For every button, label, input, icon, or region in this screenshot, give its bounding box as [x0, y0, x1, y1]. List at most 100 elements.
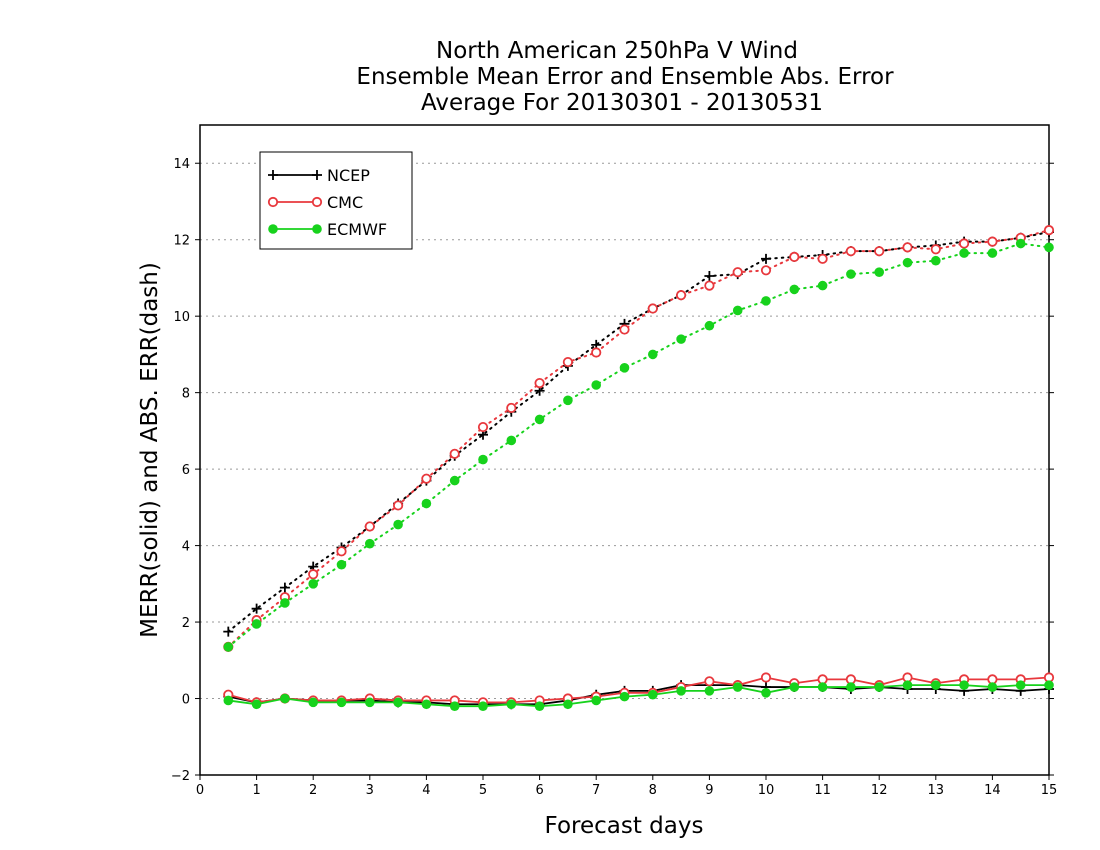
abs-err-point-ecmwf: [393, 519, 403, 530]
abs-err-point-ncep: [223, 626, 234, 637]
abs-err-point-cmc: [675, 290, 687, 301]
x-tick-label: 1: [252, 783, 260, 798]
legend-marker-ecmwf: [312, 224, 322, 234]
abs-err-point-ecmwf: [308, 579, 319, 589]
abs-err-point-cmc: [874, 246, 885, 257]
merr-point-ecmwf: [563, 699, 573, 710]
abs-err-point-cmc: [817, 253, 828, 264]
merr-point-ecmwf: [846, 682, 856, 692]
title-line-3: Average For 20130301 - 20130531: [421, 90, 823, 116]
merr-line-ncep: [228, 684, 1050, 706]
y-tick-label: 0: [182, 693, 190, 708]
abs-err-line-ncep: [227, 231, 1050, 633]
abs-err-point-cmc: [845, 246, 857, 257]
abs-err-point-ecmwf: [676, 334, 686, 344]
legend-marker-cmc: [267, 196, 279, 208]
title-line-1: North American 250hPa V Wind: [436, 38, 798, 64]
abs-err-point-cmc: [789, 251, 800, 263]
data-series: [223, 225, 1055, 711]
merr-point-ecmwf: [789, 682, 800, 692]
legend-box: [259, 151, 413, 250]
legend-marker-cmc: [311, 196, 323, 208]
abs-err-point-cmc: [477, 421, 489, 433]
merr-point-ecmwf: [902, 680, 913, 690]
abs-err-point-ecmwf: [987, 248, 998, 258]
series-cmc: [223, 225, 1055, 708]
abs-err-point-ecmwf: [817, 280, 828, 291]
x-tick-label: 14: [984, 783, 1001, 798]
abs-err-point-ecmwf: [506, 435, 517, 446]
abs-err-point-ecmwf: [1015, 238, 1026, 249]
series-ecmwf: [223, 238, 1054, 711]
merr-point-ecmwf: [336, 697, 347, 708]
merr-point-ecmwf: [251, 699, 262, 710]
merr-point-ecmwf: [506, 699, 517, 710]
merr-point-ecmwf: [817, 682, 828, 692]
merr-point-ecmwf: [393, 697, 403, 708]
abs-err-point-cmc: [534, 377, 545, 389]
abs-err-point-ecmwf: [959, 248, 969, 258]
merr-point-ecmwf: [761, 687, 771, 698]
abs-err-point-ecmwf: [251, 619, 262, 629]
abs-err-point-cmc: [591, 347, 602, 358]
merr-point-ecmwf: [478, 701, 488, 711]
abs-err-point-ecmwf: [931, 255, 941, 266]
legend-marker-ncep: [268, 170, 278, 180]
chart-title: North American 250hPa V Wind Ensemble Me…: [356, 38, 894, 116]
legend: NCEP CMC ECMWF: [259, 151, 413, 250]
abs-err-point-cmc: [364, 521, 375, 532]
abs-err-point-ecmwf: [336, 559, 347, 570]
abs-err-point-ecmwf: [591, 380, 601, 390]
y-tick-label: 2: [182, 616, 190, 631]
abs-err-line-cmc: [227, 229, 1050, 648]
legend-label-ecmwf: ECMWF: [327, 220, 387, 239]
merr-point-ecmwf: [1044, 680, 1054, 690]
x-tick-label: 12: [871, 783, 888, 798]
abs-err-point-cmc: [1043, 225, 1055, 236]
legend-marker-ncep: [312, 170, 322, 180]
merr-point-cmc: [704, 676, 715, 687]
abs-err-point-ecmwf: [704, 320, 715, 331]
abs-err-point-cmc: [902, 242, 913, 253]
abs-err-point-ncep: [251, 603, 262, 614]
abs-err-point-cmc: [760, 265, 772, 276]
merr-point-ecmwf: [591, 695, 601, 706]
y-tick-label: −2: [171, 769, 190, 784]
abs-err-point-cmc: [987, 236, 998, 247]
legend-label-cmc: CMC: [327, 193, 363, 212]
merr-point-ecmwf: [959, 680, 969, 690]
abs-err-point-cmc: [392, 500, 404, 511]
abs-err-point-ecmwf: [421, 498, 432, 509]
abs-err-point-cmc: [930, 244, 941, 255]
merr-point-ecmwf: [676, 686, 686, 696]
y-tick-label: 8: [182, 387, 190, 402]
merr-point-ecmwf: [223, 695, 234, 706]
title-line-2: Ensemble Mean Error and Ensemble Abs. Er…: [356, 64, 894, 90]
abs-err-point-ecmwf: [846, 269, 856, 279]
merr-point-ecmwf: [449, 701, 460, 711]
abs-err-point-cmc: [506, 402, 517, 414]
y-tick-label: 14: [173, 157, 190, 172]
abs-err-point-cmc: [562, 356, 574, 368]
x-tick-label: 8: [649, 783, 657, 798]
abs-err-point-cmc: [449, 448, 460, 459]
x-tick-label: 10: [758, 783, 775, 798]
merr-point-ecmwf: [619, 691, 630, 702]
series-ncep: [223, 227, 1054, 710]
abs-err-point-ecmwf: [732, 305, 743, 316]
x-tick-label: 5: [479, 783, 487, 798]
abs-err-point-ncep: [279, 582, 290, 593]
abs-err-point-ecmwf: [223, 642, 234, 652]
abs-err-point-ecmwf: [619, 362, 630, 373]
merr-point-ecmwf: [421, 699, 432, 710]
abs-err-point-cmc: [732, 267, 743, 278]
abs-err-point-ecmwf: [365, 538, 375, 549]
y-tick-label: 6: [182, 463, 190, 478]
abs-err-point-ecmwf: [563, 395, 573, 406]
y-tick-label: 10: [173, 310, 190, 325]
legend-marker-ecmwf: [268, 224, 278, 234]
merr-point-ecmwf: [931, 680, 941, 690]
abs-err-point-ecmwf: [648, 349, 658, 360]
merr-point-ecmwf: [987, 682, 998, 692]
